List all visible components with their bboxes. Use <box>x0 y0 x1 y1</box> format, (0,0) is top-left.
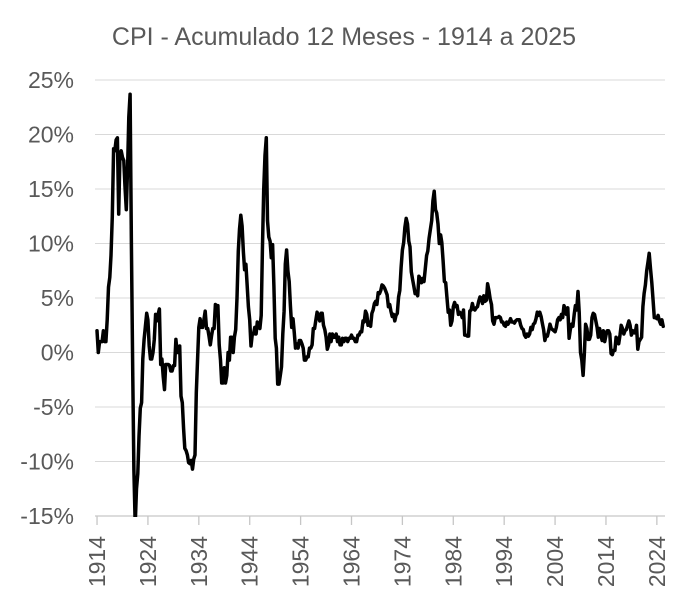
x-axis-label: 1934 <box>186 536 212 587</box>
x-axis-label: 1914 <box>84 536 110 587</box>
x-axis-label: 2014 <box>593 536 619 587</box>
y-axis-label: -5% <box>33 394 74 420</box>
x-axis-label: 1964 <box>339 536 365 587</box>
y-axis-label: 10% <box>28 231 74 257</box>
y-axis-label: 5% <box>41 285 74 311</box>
x-axis-label: 1974 <box>389 536 415 587</box>
y-axis-label: 15% <box>28 176 74 202</box>
chart-title: CPI - Acumulado 12 Meses - 1914 a 2025 <box>111 23 577 51</box>
x-axis-label: 1954 <box>288 536 314 587</box>
y-axis-label: 20% <box>28 122 74 148</box>
x-axis-label: 2024 <box>644 536 670 587</box>
x-axis-label: 1994 <box>491 536 517 587</box>
y-axis-label: 0% <box>41 340 74 366</box>
y-axis-label: 25% <box>28 67 74 93</box>
x-axis-label: 1984 <box>440 536 466 587</box>
x-axis-label: 2004 <box>542 536 568 587</box>
y-axis-label: -15% <box>20 503 74 529</box>
x-axis-label: 1944 <box>237 536 263 587</box>
x-axis-label: 1924 <box>135 536 161 587</box>
y-axis-label: -10% <box>20 449 74 475</box>
cpi-series-line <box>95 92 665 517</box>
